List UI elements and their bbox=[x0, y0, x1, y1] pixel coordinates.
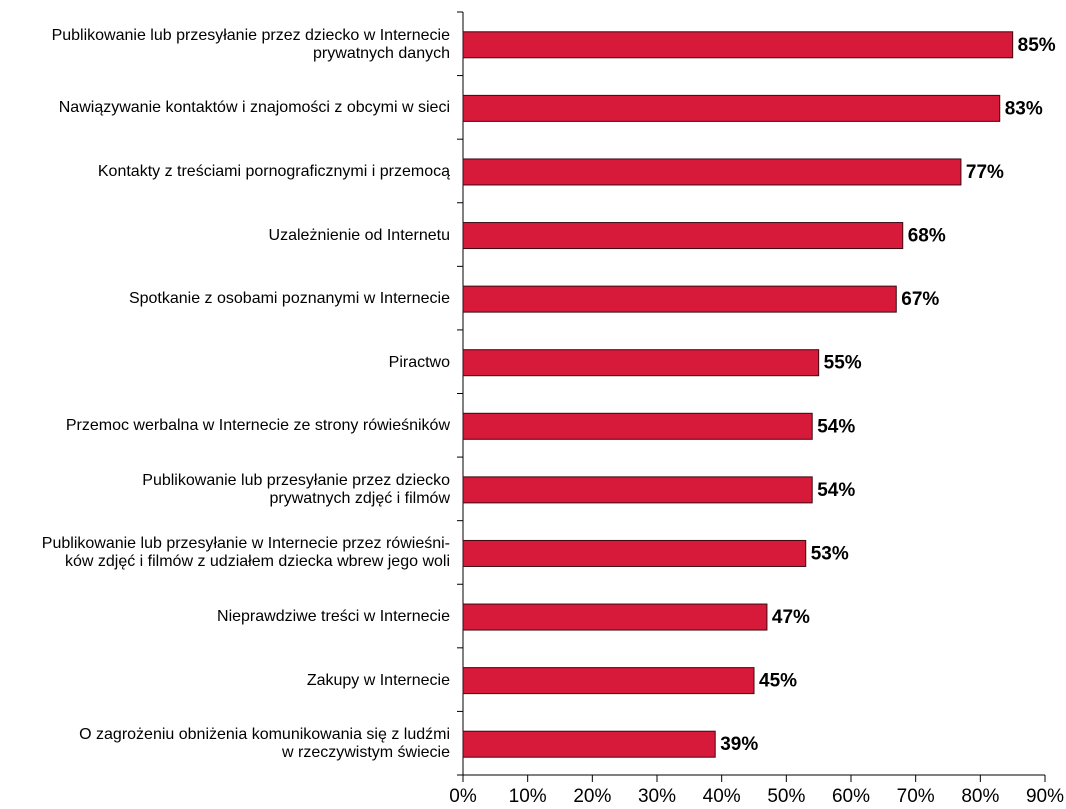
category-label: Nieprawdziwe treści w Internecie bbox=[217, 608, 450, 626]
x-tick-label: 60% bbox=[832, 786, 870, 807]
category-label: Kontakty z treściami pornograficznymi i … bbox=[97, 162, 450, 180]
bar bbox=[462, 730, 716, 758]
value-label: 68% bbox=[908, 226, 946, 247]
value-label: 55% bbox=[824, 353, 862, 374]
value-label: 45% bbox=[759, 671, 797, 692]
x-tick-label: 40% bbox=[703, 786, 741, 807]
value-label: 83% bbox=[1005, 98, 1043, 119]
category-label: Uzależnienie od Internetu bbox=[268, 226, 450, 244]
category-label: Przemoc werbalna w Internecie ze strony … bbox=[65, 417, 450, 435]
x-tick-label: 20% bbox=[573, 786, 611, 807]
category-label: O zagrożeniu obniżenia komunikowania się… bbox=[79, 726, 450, 762]
category-label: Zakupy w Internecie bbox=[306, 671, 450, 689]
bar bbox=[462, 667, 755, 695]
category-label: Publikowanie lub przesyłanie przez dziec… bbox=[51, 26, 450, 62]
bar bbox=[462, 285, 897, 313]
category-label: Publikowanie lub przesyłanie w Interneci… bbox=[41, 535, 450, 571]
category-label: Publikowanie lub przesyłanie przez dziec… bbox=[142, 471, 450, 507]
value-label: 77% bbox=[966, 162, 1004, 183]
category-label: Piractwo bbox=[388, 353, 450, 371]
value-label: 67% bbox=[901, 289, 939, 310]
x-tick-label: 70% bbox=[897, 786, 935, 807]
bar bbox=[462, 412, 813, 440]
value-label: 54% bbox=[817, 480, 855, 501]
bar bbox=[462, 94, 1001, 122]
x-tick-label: 30% bbox=[638, 786, 676, 807]
bar bbox=[462, 476, 813, 504]
bar bbox=[462, 349, 820, 377]
x-tick-label: 10% bbox=[509, 786, 547, 807]
bar bbox=[462, 222, 904, 250]
category-label: Nawiązywanie kontaktów i znajomości z ob… bbox=[58, 99, 450, 117]
bar bbox=[462, 31, 1014, 59]
x-tick-label: 80% bbox=[961, 786, 999, 807]
value-label: 85% bbox=[1018, 35, 1056, 56]
value-label: 54% bbox=[817, 416, 855, 437]
x-tick-label: 50% bbox=[767, 786, 805, 807]
x-tick-label: 0% bbox=[449, 786, 477, 807]
value-label: 47% bbox=[772, 607, 810, 628]
x-tick-label: 90% bbox=[1026, 786, 1064, 807]
category-label: Spotkanie z osobami poznanymi w Internec… bbox=[128, 290, 450, 308]
value-label: 53% bbox=[811, 543, 849, 564]
bar bbox=[462, 603, 768, 631]
bar bbox=[462, 539, 807, 567]
bar bbox=[462, 158, 962, 186]
value-label: 39% bbox=[720, 734, 758, 755]
